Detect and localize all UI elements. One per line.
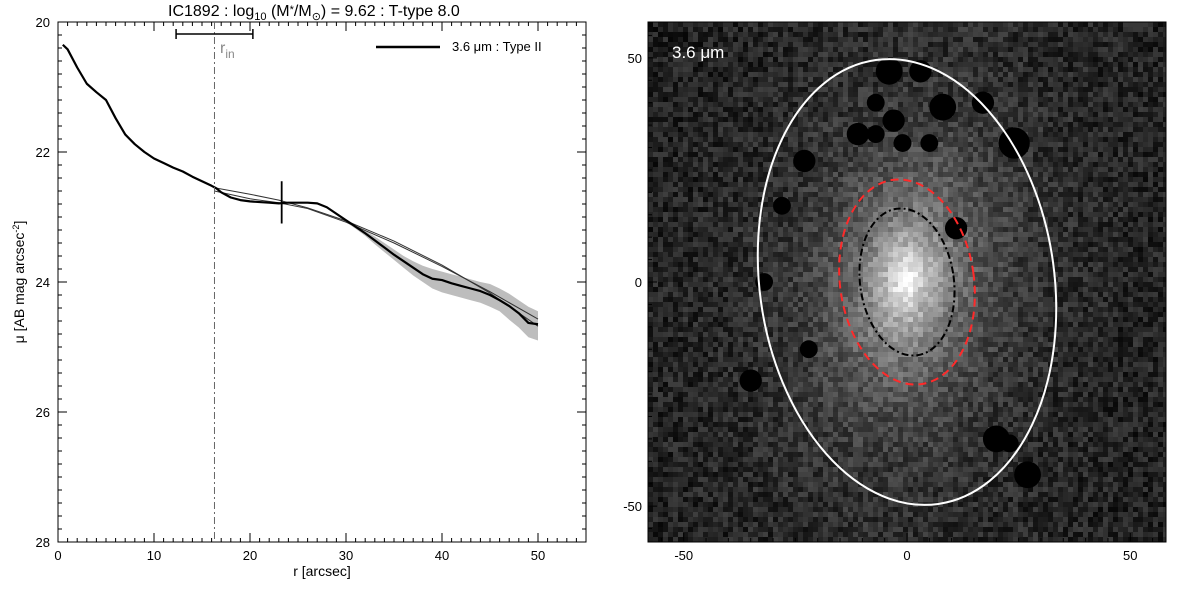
masked-source xyxy=(1000,434,1019,453)
x-axis-label: r [arcsec] xyxy=(293,563,351,579)
break-radius-ellipse xyxy=(838,178,976,386)
masked-source xyxy=(866,125,885,143)
masked-source xyxy=(875,57,903,85)
y-tick-label: 24 xyxy=(36,275,50,290)
y-tick-label: 26 xyxy=(36,405,50,420)
masked-source xyxy=(998,127,1030,159)
y-tick-label: 28 xyxy=(36,535,50,550)
masked-source xyxy=(739,369,762,392)
x-tick-label: 0 xyxy=(54,548,61,563)
image-y-tick-label: 50 xyxy=(628,51,642,66)
masked-source xyxy=(929,93,957,121)
profile-chart: 0 10 20 30 40 50 20 22 24 26 28 3.6 μm : Type II r… xyxy=(11,15,587,579)
image-axis-ticks: -50 0 50 -50 0 50 xyxy=(623,34,1154,563)
inner-radius-ellipse xyxy=(858,207,956,357)
masked-sources xyxy=(739,57,1041,489)
masked-source xyxy=(920,134,939,152)
isophote-ellipses xyxy=(756,58,1058,506)
masked-source xyxy=(773,196,791,215)
image-y-tick-label: -50 xyxy=(623,499,642,514)
surface-brightness-profile xyxy=(62,43,539,326)
outer-disk-fit-line xyxy=(214,190,539,320)
chart-title: IC1892 : log10 (M*/M⊙) = 9.62 : T-type 8… xyxy=(168,3,460,23)
masked-source xyxy=(793,149,816,173)
galaxy-image-pixels xyxy=(648,22,1166,542)
image-y-tick-label: 0 xyxy=(635,275,642,290)
x-tick-label: 40 xyxy=(435,548,449,563)
x-tick-label: 20 xyxy=(243,548,257,563)
masked-source xyxy=(799,340,818,359)
galaxy-image-panel: -50 0 50 -50 0 50 3.6 μm xyxy=(623,21,1167,563)
image-band-label: 3.6 μm xyxy=(672,43,724,62)
error-band xyxy=(62,44,539,341)
profile-annotations xyxy=(175,22,283,542)
y-tick-label: 22 xyxy=(36,145,50,160)
image-x-tick-label: 0 xyxy=(903,548,910,563)
legend-label: 3.6 μm : Type II xyxy=(452,39,542,54)
masked-source xyxy=(893,134,912,152)
masked-source xyxy=(1014,461,1041,489)
r-in-label: rin xyxy=(220,40,235,61)
image-x-tick-label: -50 xyxy=(674,548,693,563)
profile-line xyxy=(62,43,539,326)
x-tick-label: 10 xyxy=(147,548,161,563)
profile-plot-frame xyxy=(57,21,587,543)
image-x-tick-label: 50 xyxy=(1123,548,1137,563)
masked-source xyxy=(971,91,995,114)
x-tick-label: 50 xyxy=(531,548,545,563)
masked-source xyxy=(866,93,885,112)
x-tick-label: 30 xyxy=(339,548,353,563)
profile-error-band xyxy=(62,44,539,341)
outer-isophote-ellipse xyxy=(756,58,1058,506)
masked-source xyxy=(846,122,870,146)
y-tick-label: 20 xyxy=(36,15,50,30)
masked-source xyxy=(882,109,905,132)
y-axis-label: μ [AB mag arcsec-2] xyxy=(11,221,27,344)
profile-axis-ticks: 0 10 20 30 40 50 20 22 24 26 28 xyxy=(36,15,587,563)
